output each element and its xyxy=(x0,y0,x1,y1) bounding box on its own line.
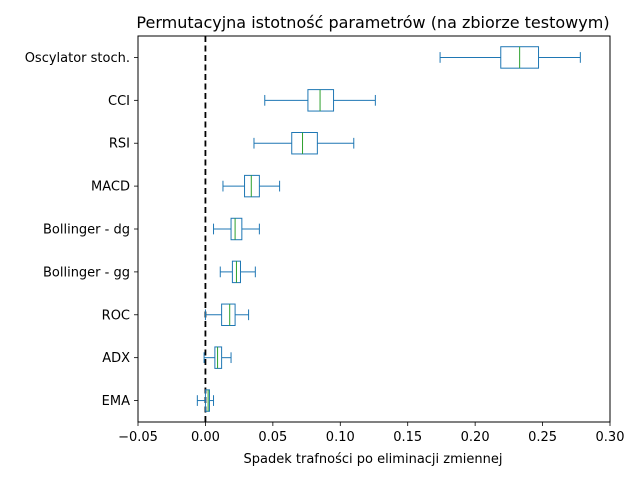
box-row-7 xyxy=(214,346,223,369)
y-tick-label-row-0: Oscylator stoch. xyxy=(25,51,130,66)
y-tick-label-row-5: Bollinger - gg xyxy=(43,265,130,280)
box-row-2 xyxy=(291,132,318,155)
x-tick-label-3: 0.10 xyxy=(326,430,355,445)
y-tick-label-row-4: Bollinger - dg xyxy=(43,223,130,238)
x-axis-title: Spadek trafności po eliminacji zmiennej xyxy=(244,452,503,467)
x-tick-label-6: 0.25 xyxy=(528,430,557,445)
box-row-6 xyxy=(221,303,236,326)
x-tick-label-5: 0.20 xyxy=(461,430,490,445)
y-tick-label-row-6: ROC xyxy=(102,308,130,323)
y-tick-label-row-7: ADX xyxy=(102,351,130,366)
y-tick-label-row-2: RSI xyxy=(109,137,130,152)
x-tick-label-7: 0.30 xyxy=(596,430,625,445)
chart-title: Permutacyjna istotność parametrów (na zb… xyxy=(136,13,609,32)
x-tick-label-4: 0.15 xyxy=(393,430,422,445)
x-tick-label-1: 0.00 xyxy=(191,430,220,445)
plot-frame xyxy=(137,35,611,423)
y-tick-label-row-8: EMA xyxy=(102,394,130,409)
box-row-4 xyxy=(230,217,243,241)
box-row-3 xyxy=(244,174,260,198)
y-tick-label-row-1: CCI xyxy=(108,94,130,109)
y-tick-label-row-3: MACD xyxy=(91,180,130,195)
box-row-1 xyxy=(307,89,335,112)
box-row-8 xyxy=(204,389,210,412)
x-tick-label-2: 0.05 xyxy=(258,430,287,445)
x-tick-label-0: −0.05 xyxy=(118,430,158,445)
